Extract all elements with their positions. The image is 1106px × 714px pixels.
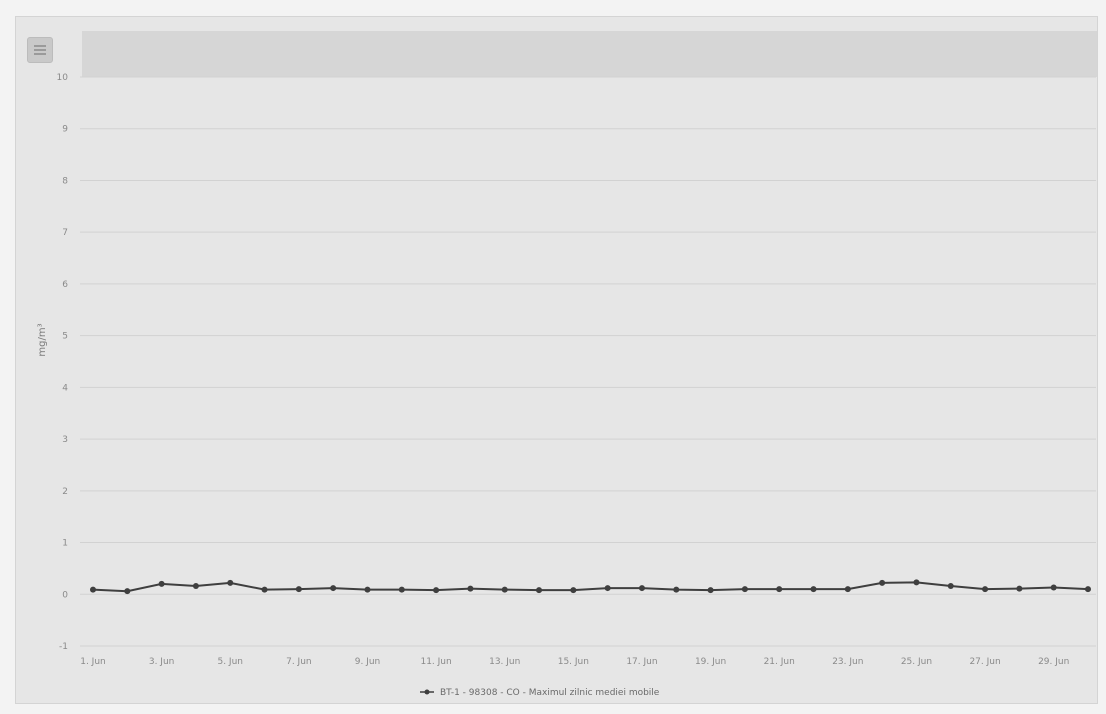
data-point [810,586,817,593]
grid-lines [80,76,1096,647]
legend[interactable]: BT-1 - 98308 - CO - Maximul zilnic medie… [420,688,660,698]
y-tick-label: 1 [62,539,68,549]
x-tick-label: 19. Jun [695,657,726,667]
x-tick-label: 7. Jun [286,657,312,667]
y-tick-label: 8 [62,176,68,186]
y-tick-label: -1 [59,642,68,652]
y-tick-label: 0 [62,590,68,600]
x-tick-label: 15. Jun [558,657,589,667]
data-point [741,586,748,593]
x-tick-label: 13. Jun [489,657,520,667]
data-point [1085,586,1091,593]
x-tick-label: 23. Jun [832,657,863,667]
x-tick-label: 1. Jun [80,657,106,667]
x-tick-label: 21. Jun [764,657,795,667]
series-group [90,579,1091,595]
data-point [295,586,302,593]
data-point [947,582,954,589]
y-tick-label: 10 [57,73,69,83]
data-point [1050,584,1057,591]
x-tick-label: 29. Jun [1038,657,1069,667]
menu-icon [34,45,46,55]
y-tick-label: 9 [62,125,68,135]
x-tick-label: 11. Jun [420,657,451,667]
data-point [570,587,577,594]
x-tick-label: 3. Jun [149,657,175,667]
y-tick-label: 6 [62,280,68,290]
series-line [92,581,1089,593]
data-point [501,586,508,593]
x-axis-ticks: 1. Jun 3. Jun 5. Jun 7. Jun 9. Jun 11. Jun 13.… [80,657,1069,667]
y-tick-label: 2 [62,487,68,497]
y-tick-label: 4 [62,383,68,393]
x-tick-label: 27. Jun [969,657,1000,667]
data-point [90,586,96,593]
y-tick-label: 5 [62,332,68,342]
x-tick-label: 25. Jun [901,657,932,667]
data-point [467,585,474,592]
data-point [844,586,851,593]
x-tick-label: 5. Jun [217,657,243,667]
data-point [776,586,783,593]
data-point [536,587,543,594]
data-point [227,579,234,586]
x-tick-label: 9. Jun [355,657,381,667]
data-point [982,586,989,593]
y-tick-label: 7 [62,228,68,238]
data-point [124,588,131,595]
data-point [638,585,645,592]
context-menu-button[interactable] [27,37,53,63]
data-point [261,586,268,593]
data-point [364,586,371,593]
data-point [433,587,440,594]
data-point [673,586,680,593]
chart-header-band [82,31,1097,77]
x-tick-label: 17. Jun [626,657,657,667]
data-point [707,587,714,594]
legend-label[interactable]: BT-1 - 98308 - CO - Maximul zilnic medie… [440,688,660,698]
data-point [192,582,199,589]
data-point [330,585,337,592]
y-axis-label: mg/m³ [37,323,48,356]
data-point [913,579,920,586]
data-point [604,585,611,592]
data-point [879,579,886,586]
legend-marker [424,689,430,695]
data-point [1016,585,1023,592]
data-point [158,580,165,587]
y-tick-label: 3 [62,435,68,445]
data-point [398,586,405,593]
y-axis-ticks: -1 0 1 2 3 4 5 6 7 8 9 10 [57,73,69,652]
